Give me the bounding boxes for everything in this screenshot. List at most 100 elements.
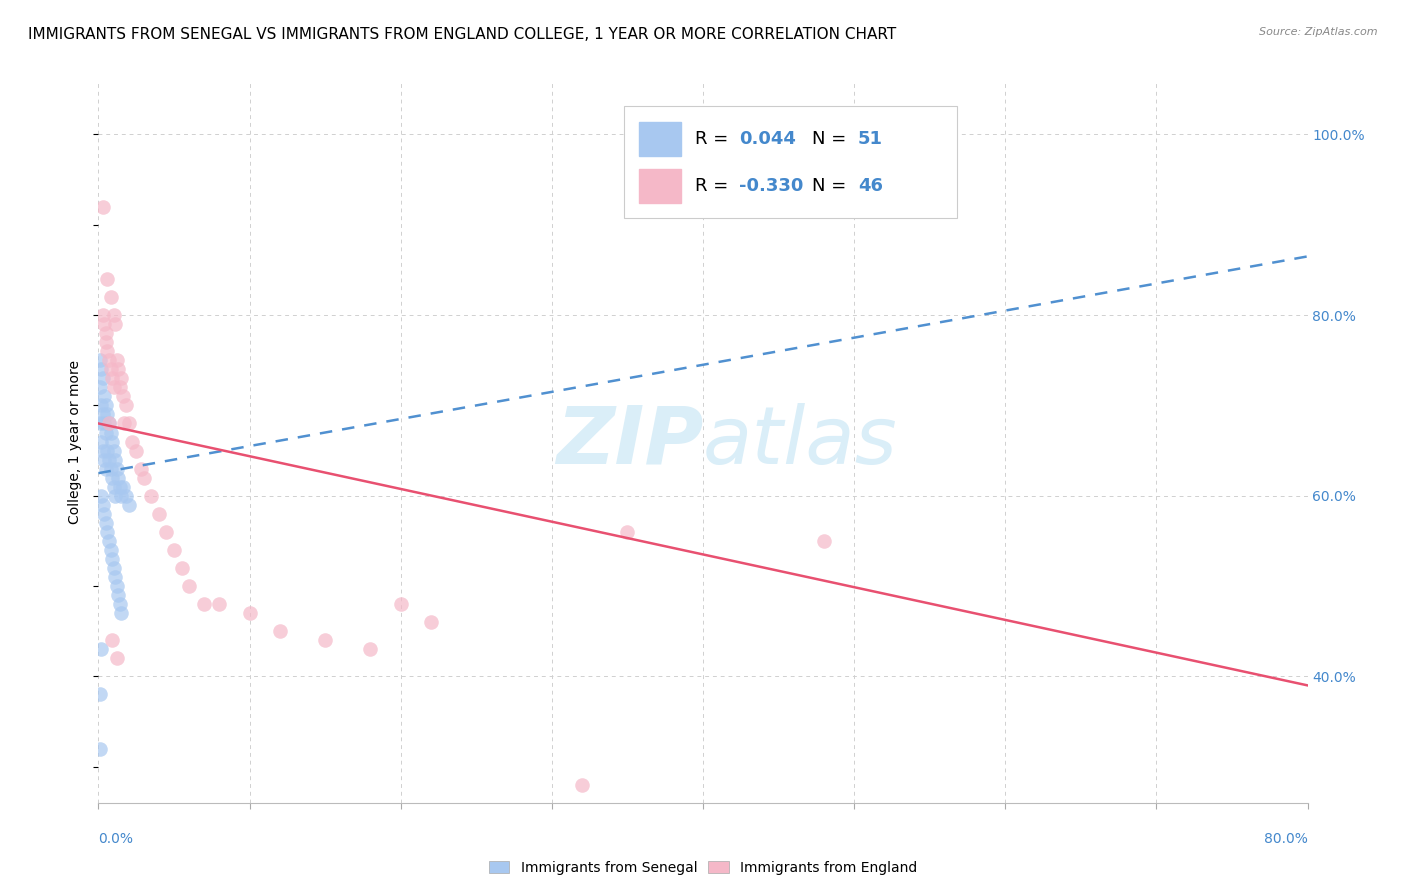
Y-axis label: College, 1 year or more: College, 1 year or more — [69, 359, 83, 524]
Point — [91, 498, 114, 512]
Point — [112, 417, 135, 431]
Point — [389, 597, 412, 611]
Point — [132, 471, 155, 485]
Point — [93, 417, 115, 431]
Text: 46: 46 — [858, 178, 883, 195]
Point — [100, 425, 122, 440]
Point — [101, 371, 124, 385]
Point — [239, 606, 262, 620]
Point — [114, 489, 136, 503]
Point — [104, 317, 127, 331]
Point — [90, 398, 112, 412]
Text: -0.330: -0.330 — [740, 178, 804, 195]
Point — [813, 533, 835, 548]
Point — [90, 489, 112, 503]
Point — [104, 489, 127, 503]
FancyBboxPatch shape — [638, 169, 682, 203]
Point — [101, 434, 124, 449]
Text: R =: R = — [695, 130, 734, 148]
Point — [104, 452, 127, 467]
Point — [96, 272, 118, 286]
Point — [89, 353, 111, 368]
Point — [107, 471, 129, 485]
Point — [98, 353, 121, 368]
Point — [96, 524, 118, 539]
Point — [125, 443, 148, 458]
Point — [90, 434, 112, 449]
Point — [91, 200, 114, 214]
Point — [98, 452, 121, 467]
Point — [105, 651, 128, 665]
Point — [118, 417, 141, 431]
Point — [98, 417, 121, 431]
Point — [105, 579, 128, 593]
Point — [100, 362, 122, 376]
Point — [100, 542, 122, 557]
Point — [148, 507, 170, 521]
Point — [103, 443, 125, 458]
Legend: Immigrants from Senegal, Immigrants from England: Immigrants from Senegal, Immigrants from… — [484, 855, 922, 880]
Point — [101, 552, 124, 566]
Point — [103, 380, 125, 394]
Point — [193, 597, 215, 611]
Point — [96, 408, 118, 422]
Point — [89, 741, 111, 756]
Point — [98, 533, 121, 548]
Point — [94, 335, 117, 350]
Text: R =: R = — [695, 178, 734, 195]
Point — [269, 624, 291, 639]
Point — [155, 524, 177, 539]
Point — [103, 480, 125, 494]
Point — [91, 371, 114, 385]
Point — [91, 308, 114, 322]
Point — [94, 398, 117, 412]
Point — [93, 317, 115, 331]
Point — [105, 353, 128, 368]
Point — [110, 489, 132, 503]
Point — [94, 425, 117, 440]
Point — [94, 326, 117, 341]
Point — [170, 561, 193, 575]
Point — [179, 579, 201, 593]
Point — [360, 642, 382, 657]
Text: atlas: atlas — [703, 402, 898, 481]
Point — [93, 389, 115, 403]
Point — [96, 344, 118, 359]
Point — [114, 398, 136, 412]
Point — [141, 489, 163, 503]
Point — [110, 606, 132, 620]
Point — [100, 461, 122, 475]
Point — [94, 461, 117, 475]
Point — [89, 417, 111, 431]
Point — [118, 498, 141, 512]
Point — [94, 516, 117, 530]
Point — [91, 443, 114, 458]
Point — [90, 362, 112, 376]
Point — [98, 417, 121, 431]
Text: N =: N = — [811, 130, 852, 148]
Point — [93, 507, 115, 521]
Point — [108, 480, 131, 494]
Text: N =: N = — [811, 178, 852, 195]
Point — [108, 380, 131, 394]
Point — [101, 633, 124, 648]
Point — [110, 371, 132, 385]
Point — [108, 597, 131, 611]
Point — [571, 778, 593, 792]
Point — [105, 461, 128, 475]
Point — [100, 290, 122, 304]
Text: 0.044: 0.044 — [740, 130, 796, 148]
Point — [121, 434, 143, 449]
FancyBboxPatch shape — [624, 105, 957, 218]
Point — [616, 524, 638, 539]
Point — [111, 480, 134, 494]
Point — [103, 308, 125, 322]
Point — [420, 615, 443, 630]
Point — [93, 452, 115, 467]
Point — [163, 542, 186, 557]
Point — [103, 561, 125, 575]
Text: Source: ZipAtlas.com: Source: ZipAtlas.com — [1260, 27, 1378, 37]
Point — [107, 588, 129, 602]
Point — [96, 443, 118, 458]
Point — [111, 389, 134, 403]
